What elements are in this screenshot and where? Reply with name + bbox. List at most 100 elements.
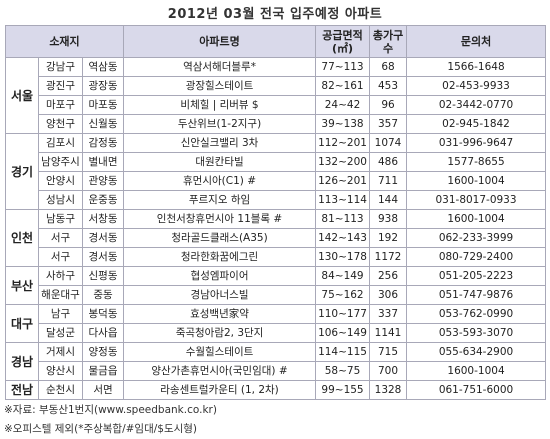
dong: 봉덕동 xyxy=(81,304,125,324)
region: 경기 xyxy=(5,133,39,210)
district: 순천시 xyxy=(38,380,83,400)
supply-area: 81~113 xyxy=(315,209,371,229)
district: 사하구 xyxy=(38,266,83,286)
dong: 감정동 xyxy=(81,133,125,153)
total-units: 486 xyxy=(369,152,408,172)
district: 남구 xyxy=(38,304,83,324)
data-row: 경남 거제시 양정동 수월힐스테이트 114~115 715 055-634-2900 xyxy=(5,342,547,381)
apartment-name: 광장힐스테이트 xyxy=(123,76,317,96)
contact: 051-747-9876 xyxy=(406,285,547,305)
apartment-name: 두산위브(1-2지구) xyxy=(123,114,317,134)
data-row: 서구 경서동 청라한화꿈에그린 130~178 1172 080-729-2400 xyxy=(6,247,547,267)
region: 경남 xyxy=(5,342,39,381)
total-units: 96 xyxy=(369,95,408,115)
apartment-name: 신안실크밸리 3차 xyxy=(123,133,317,153)
contact: 1600-1004 xyxy=(406,361,547,381)
total-units: 337 xyxy=(369,304,408,324)
dong: 다사읍 xyxy=(81,323,125,343)
data-row: 광진구 광장동 광장힐스테이트 82~161 453 02-453-9933 xyxy=(6,76,547,96)
supply-area: 110~177 xyxy=(315,304,371,324)
supply-area: 113~114 xyxy=(315,190,371,210)
district: 양산시 xyxy=(38,361,83,381)
header-cell: 문의처 xyxy=(406,25,547,58)
header-row: 소재지 아파트명 공급면적(㎡) 총가구수 문의처 xyxy=(4,25,547,58)
dong: 마포동 xyxy=(81,95,125,115)
apartment-table: 소재지 아파트명 공급면적(㎡) 총가구수 문의처 서울 강남구 역삼동 역삼서해더블… xyxy=(4,25,547,400)
dong: 경서동 xyxy=(81,228,125,248)
data-row: 대구 남구 봉덕동 효성백년家약 110~177 337 053-762-0990 xyxy=(5,304,547,343)
contact: 055-634-2900 xyxy=(406,342,547,362)
total-units: 68 xyxy=(369,57,408,77)
apartment-name: 대원칸타빌 xyxy=(123,152,317,172)
data-row: 전남 순천시 서면 라송센트럴카운티 (1, 2차) 99~155 1328 061-751… xyxy=(5,380,547,400)
district: 김포시 xyxy=(38,133,83,153)
region: 전남 xyxy=(5,380,39,400)
supply-area: 82~161 xyxy=(315,76,371,96)
apartment-name: 인천서창휴먼시아 11블록 # xyxy=(123,209,317,229)
contact: 080-729-2400 xyxy=(406,247,547,267)
dong: 서창동 xyxy=(81,209,125,229)
region: 인천 xyxy=(5,209,39,267)
data-row: 서울 강남구 역삼동 역삼서해더블루* 77~113 68 1566-1648 xyxy=(5,57,547,134)
contact: 1600-1004 xyxy=(406,171,547,191)
contact: 062-233-3999 xyxy=(406,228,547,248)
dong: 양정동 xyxy=(81,342,125,362)
data-row: 인천 남동구 서창동 인천서창휴먼시아 11블록 #81~113 938 1600-100… xyxy=(5,209,547,267)
supply-area: 39~138 xyxy=(315,114,371,134)
contact: 1577-8655 xyxy=(406,152,547,172)
total-units: 711 xyxy=(369,171,408,191)
supply-area: 132~200 xyxy=(315,152,371,172)
district: 안양시 xyxy=(38,171,83,191)
source-note: ※자료: 부동산1번지(www.speedbank.co.kr) xyxy=(4,404,217,416)
apartment-name: 양산가촌휴먼시아(국민임대) # xyxy=(123,361,317,381)
supply-area: 112~201 xyxy=(315,133,371,153)
dong: 관양동 xyxy=(81,171,125,191)
apartment-name: 휴먼시아(C1) # xyxy=(123,171,317,191)
contact: 031-8017-0933 xyxy=(406,190,547,210)
supply-area: 77~113 xyxy=(315,57,371,77)
region: 서울 xyxy=(5,57,39,134)
total-units: 453 xyxy=(369,76,408,96)
data-row: 서구 경서동 청라골드클래스(A35) 142~143 192 062-233-3999 xyxy=(6,228,547,248)
supply-area: 58~75 xyxy=(315,361,371,381)
supply-area: 106~149 xyxy=(315,323,371,343)
data-row: 부산 사하구 신평동 협성엠파이어 84~149 256 051-205-2223 xyxy=(5,266,547,305)
apartment-name: 비체힐 | 리버뷰 $ xyxy=(123,95,317,115)
region: 대구 xyxy=(5,304,39,343)
dong: 경서동 xyxy=(81,247,125,267)
data-row: 해운대구 중동 경남아너스빌 75~162 306 051-747-9876 xyxy=(6,285,547,305)
total-units: 938 xyxy=(369,209,408,229)
contact: 031-996-9647 xyxy=(406,133,547,153)
contact: 02-3442-0770 xyxy=(406,95,547,115)
total-units: 1328 xyxy=(369,380,408,400)
total-units: 192 xyxy=(369,228,408,248)
dong: 신평동 xyxy=(81,266,125,286)
header-cell: 소재지 xyxy=(4,25,125,58)
data-row: 달성군 다사읍 죽곡청아람2, 3단지 106~149 1141 053-593-3070 xyxy=(6,323,547,343)
total-units: 715 xyxy=(369,342,408,362)
dong: 서면 xyxy=(81,380,125,400)
supply-area: 75~162 xyxy=(315,285,371,305)
total-units: 306 xyxy=(369,285,408,305)
apartment-name: 청라한화꿈에그린 xyxy=(123,247,317,267)
data-row: 경기 김포시 감정동 신안실크밸리 3차 112~201 1074 031-996-9647 xyxy=(5,133,547,210)
total-units: 144 xyxy=(369,190,408,210)
supply-area: 114~115 xyxy=(315,342,371,362)
region: 부산 xyxy=(5,266,39,305)
header-cell: 총가구수 xyxy=(369,25,408,58)
contact: 053-593-3070 xyxy=(406,323,547,343)
title: 2012년 03월 전국 입주예정 아파트 xyxy=(167,7,383,22)
apartment-name: 청라골드클래스(A35) xyxy=(123,228,317,248)
contact: 02-453-9933 xyxy=(406,76,547,96)
data-row: 안양시 관양동 휴먼시아(C1) #126~201 711 1600-1004 xyxy=(6,171,547,191)
supply-area: 142~143 xyxy=(315,228,371,248)
data-row: 성남시 운중동 푸르지오 하임 113~114 144 031-8017-0933 xyxy=(6,190,547,210)
data-row: 양산시 물금읍 양산가촌휴먼시아(국민임대) #58~75 700 1600-1004 xyxy=(6,361,547,381)
apartment-name: 수월힐스테이트 xyxy=(123,342,317,362)
dong: 물금읍 xyxy=(81,361,125,381)
dong: 역삼동 xyxy=(81,57,125,77)
apartment-name: 라송센트럴카운티 (1, 2차) xyxy=(123,380,317,400)
district: 거제시 xyxy=(38,342,83,362)
contact: 1566-1648 xyxy=(406,57,547,77)
